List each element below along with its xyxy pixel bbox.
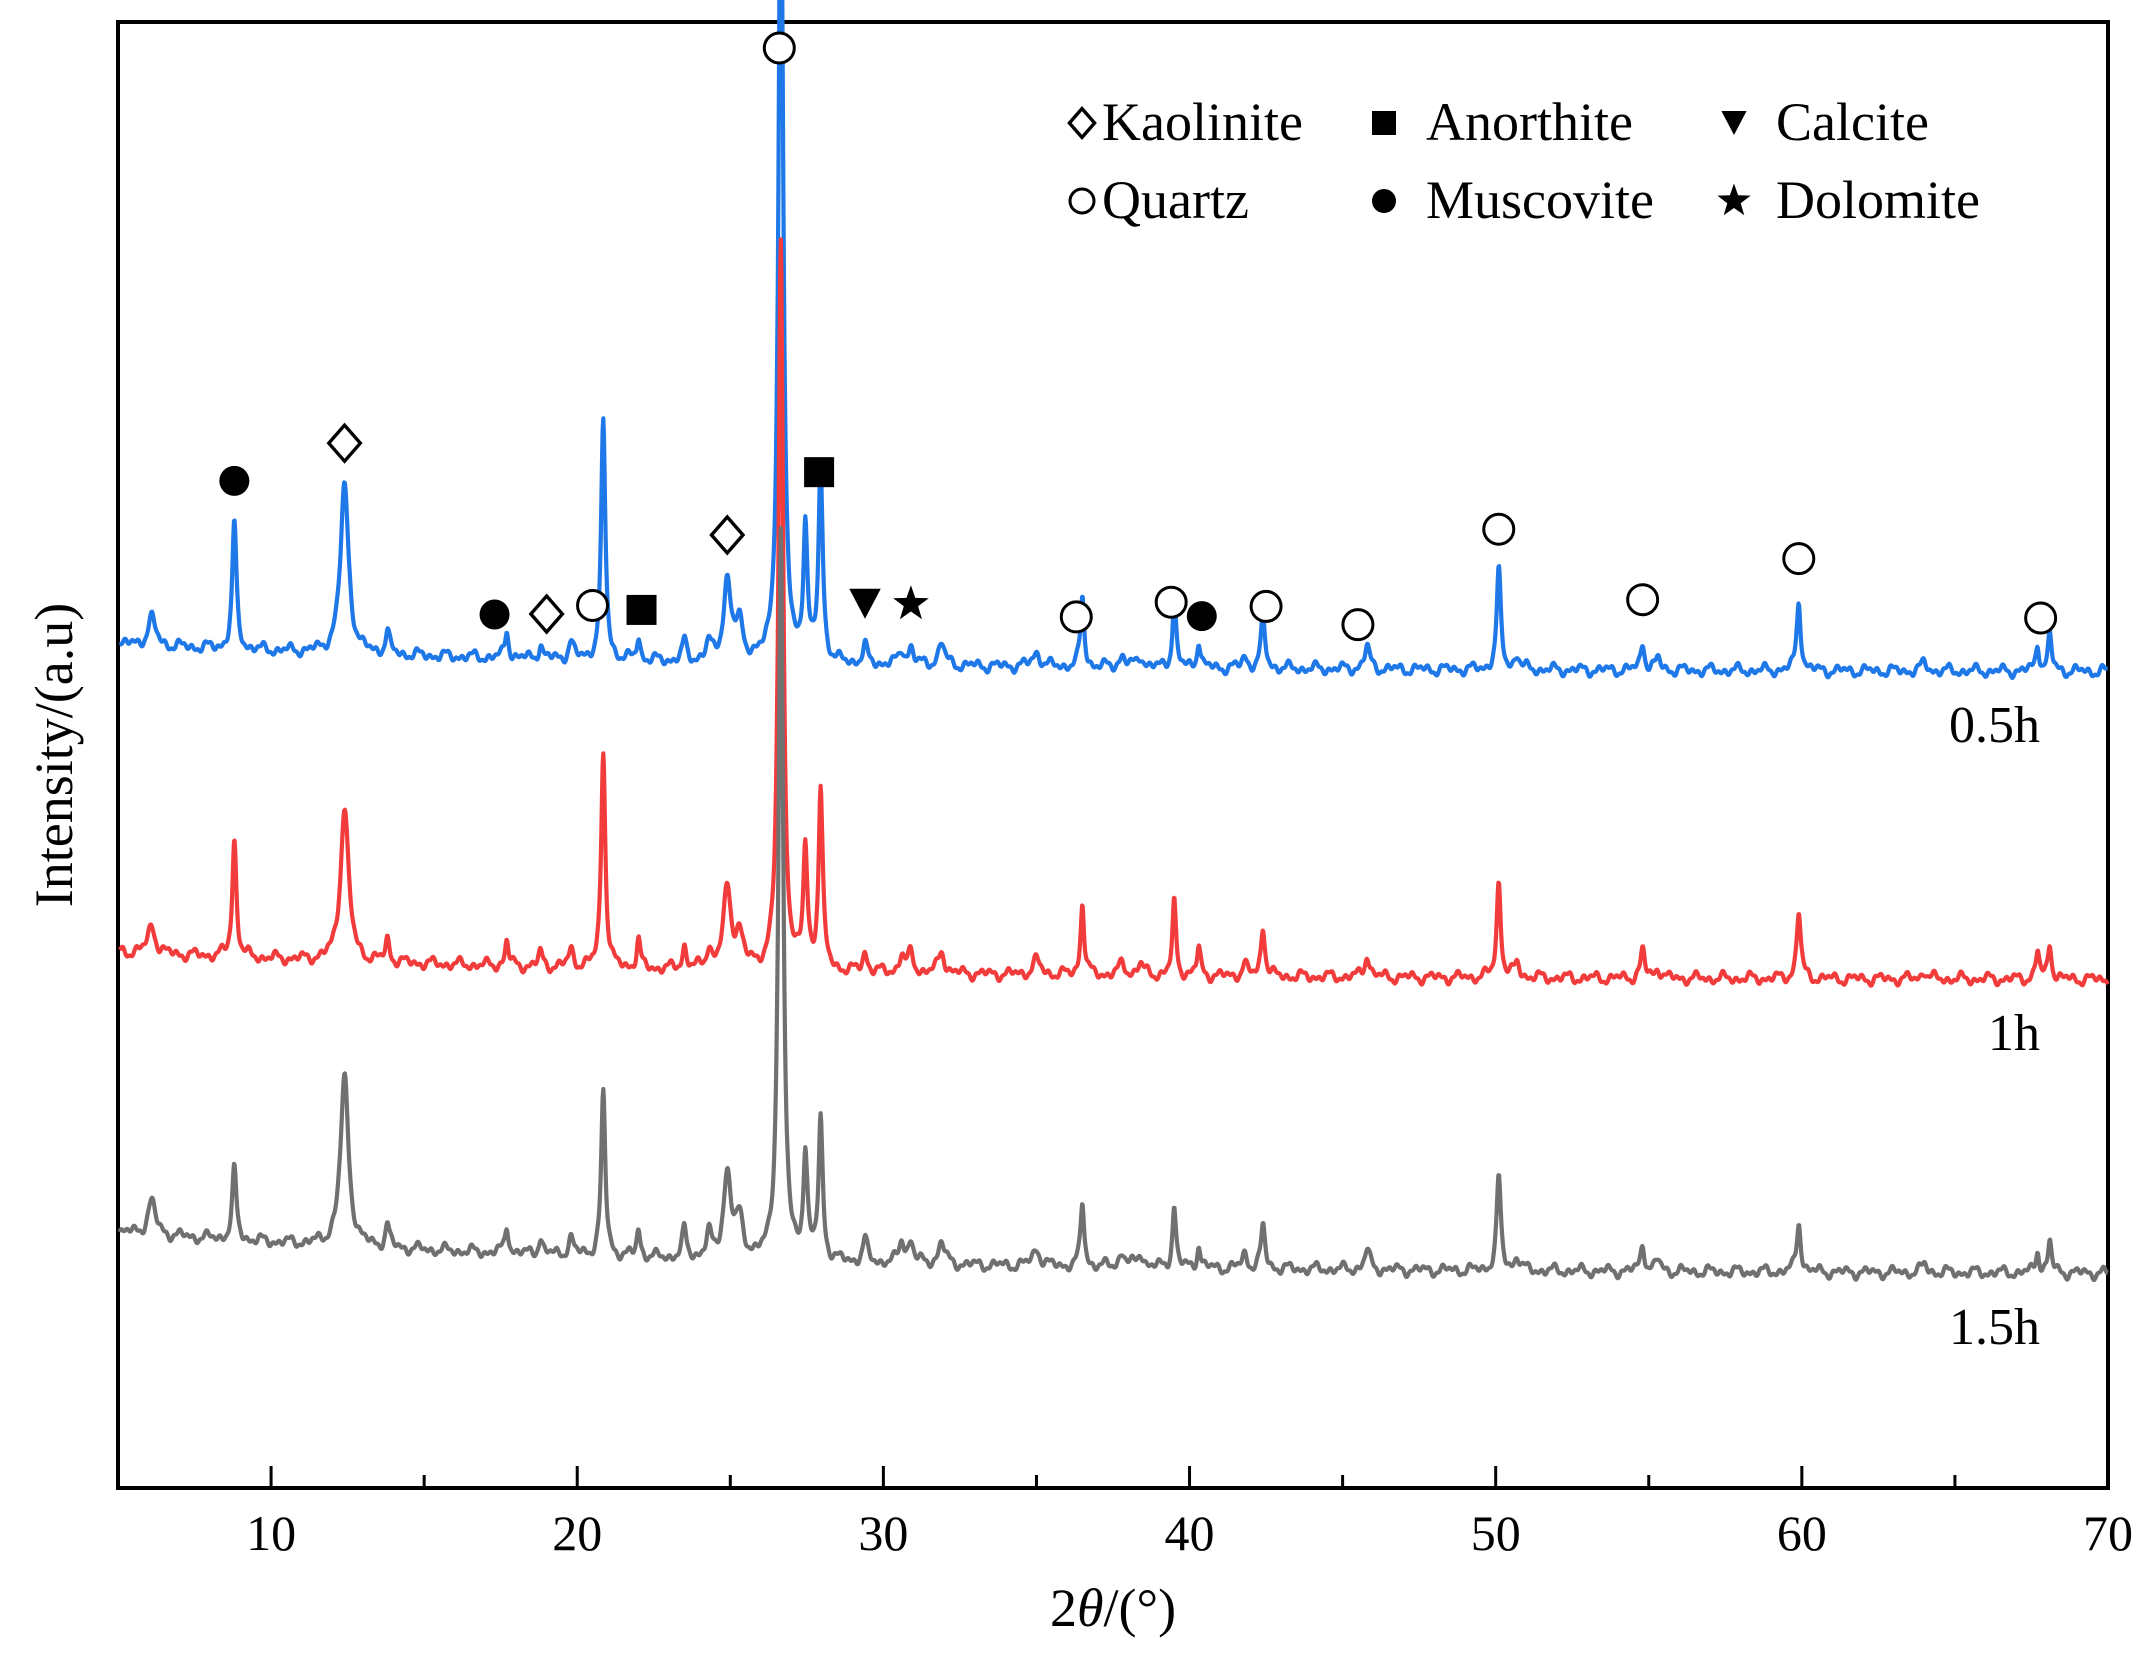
phase-marker-circle-open [1482, 512, 1516, 546]
phase-marker-diamond-open [326, 422, 363, 464]
x-axis-title-theta: θ [1077, 1578, 1104, 1638]
phase-marker-diamond-open [528, 593, 565, 635]
phase-marker-circle-open [1341, 608, 1375, 642]
phase-marker-circle-open [1059, 600, 1093, 634]
legend-symbol-triangle-down [1721, 111, 1747, 135]
x-tick-label: 70 [2083, 1505, 2133, 1561]
y-axis-title: Intensity/(a.u) [24, 603, 84, 907]
x-tick-label: 30 [858, 1505, 908, 1561]
legend-label-dolomite: Dolomite [1776, 170, 1980, 230]
x-axis-title: 2θ/(°) [1050, 1578, 1176, 1638]
phase-marker-circle-filled [219, 465, 250, 496]
phase-marker-circle-open [1249, 589, 1283, 623]
phase-marker-diamond-open [709, 514, 746, 556]
legend-label-quartz: Quartz [1102, 170, 1249, 230]
legend-label-muscovite: Muscovite [1426, 170, 1654, 230]
plot-frame [116, 20, 2110, 1490]
x-tick-label: 50 [1471, 1505, 1521, 1561]
phase-marker-circle-open [1154, 585, 1188, 619]
x-tick-label: 10 [246, 1505, 296, 1561]
legend-label-anorthite: Anorthite [1426, 92, 1633, 152]
legend-label-calcite: Calcite [1776, 92, 1929, 152]
x-axis-title-suffix: /(°) [1103, 1578, 1176, 1638]
phase-markers-layer [219, 31, 2058, 642]
phase-marker-circle-filled [1186, 601, 1217, 632]
x-axis: 10 20 30 40 50 60 70 [116, 1466, 2133, 1561]
phase-marker-circle-open [1626, 583, 1660, 617]
curve-label-0_5h: 0.5h [1949, 697, 2040, 754]
phase-marker-square-filled [804, 457, 835, 488]
curve-label-1h: 1h [1988, 1005, 2040, 1062]
phase-marker-circle-open [1782, 542, 1816, 576]
phase-marker-circle-open [576, 588, 610, 622]
x-tick-label: 20 [552, 1505, 602, 1561]
x-tick-label: 60 [1777, 1505, 1827, 1561]
phase-marker-square-filled [626, 594, 657, 625]
phase-marker-triangle-down [849, 588, 881, 619]
phase-marker-circle-filled [479, 599, 510, 630]
legend-label-kaolinite: Kaolinite [1102, 92, 1303, 152]
legend: Kaolinite Anorthite Calcite Quartz Muscovite… [1067, 92, 1980, 230]
x-tick-label: 40 [1165, 1505, 1215, 1561]
phase-marker-circle-open [2024, 601, 2058, 635]
curves-layer [117, 0, 2110, 1283]
legend-symbol-circle-open [1068, 187, 1096, 215]
legend-symbol-star [1717, 183, 1751, 216]
phase-marker-star [893, 585, 929, 620]
curve-labels: 0.5h 1h 1.5h [1949, 697, 2040, 1356]
phase-marker-circle-open [762, 31, 796, 65]
legend-symbol-square-filled [1372, 111, 1396, 135]
series-line-1_5h [117, 526, 2110, 1283]
series-line-1h [118, 237, 2110, 988]
curve-label-1_5h: 1.5h [1949, 1299, 2040, 1356]
legend-symbol-circle-filled [1372, 189, 1396, 213]
series-line-0_5h [118, 0, 2110, 680]
x-axis-title-prefix: 2 [1050, 1578, 1077, 1638]
legend-symbol-diamond-open [1067, 106, 1097, 140]
